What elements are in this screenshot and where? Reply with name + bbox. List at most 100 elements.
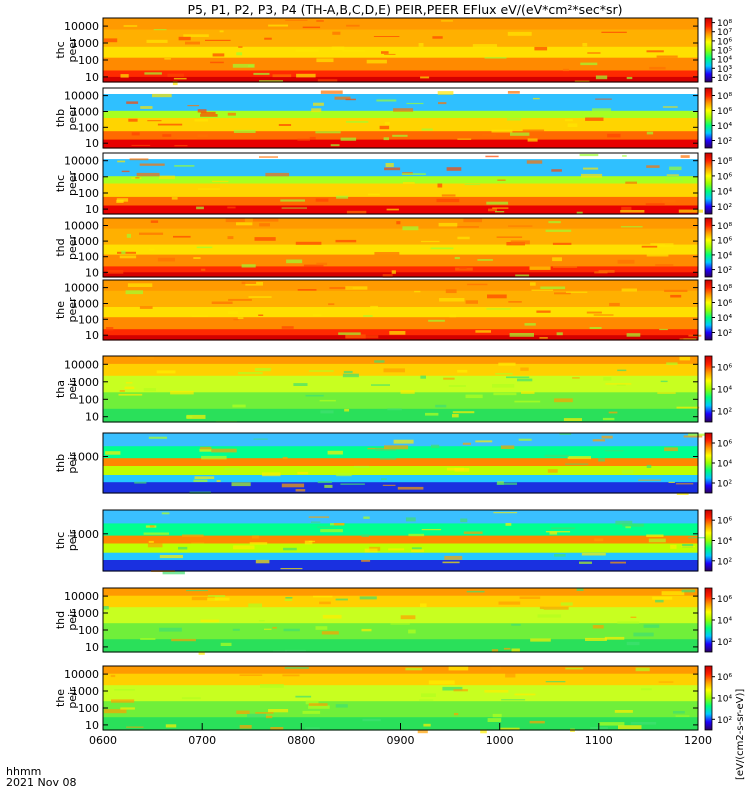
spectrogram-texture: [335, 239, 357, 243]
spectrogram-texture: [550, 527, 575, 529]
spectrogram-texture: [572, 377, 580, 379]
energy-band: [103, 228, 698, 246]
spectrogram-texture: [159, 555, 183, 559]
spectrogram-texture: [467, 283, 488, 286]
spectrogram-texture: [446, 467, 465, 471]
panel-probe-label: tha: [54, 380, 67, 398]
spectrogram-texture: [625, 181, 637, 184]
spectrogram-texture: [125, 290, 143, 295]
spectrogram-texture: [662, 199, 676, 203]
spectrogram-texture: [262, 472, 281, 477]
spectrogram-texture: [617, 369, 627, 372]
spectrogram-texture: [303, 264, 324, 267]
spectrogram-texture: [601, 31, 627, 33]
spectrogram-texture: [510, 132, 530, 136]
colorbar: [704, 152, 713, 215]
spectrogram-texture: [418, 43, 424, 47]
y-tick-label: 10: [85, 719, 99, 732]
panel-probe-label: thc: [54, 532, 67, 549]
spectrogram-texture: [420, 375, 426, 379]
colorbar-tick-label: 10⁴: [717, 537, 732, 547]
spectrogram-texture: [284, 649, 306, 652]
spectrogram-texture: [173, 77, 187, 80]
spectrogram-texture: [178, 546, 188, 550]
spectrogram-texture: [626, 333, 641, 337]
energy-band: [103, 29, 698, 48]
spectrogram-texture: [191, 596, 215, 601]
spectrogram-texture: [147, 543, 163, 548]
spectrogram-texture: [320, 529, 343, 533]
spectrogram-texture: [382, 484, 396, 486]
energy-band: [103, 254, 698, 267]
spectrogram-texture: [241, 264, 256, 268]
spectrogram-texture: [126, 233, 131, 238]
panel-species-label: peer: [66, 297, 79, 323]
spectrogram-texture: [255, 559, 270, 564]
spectrogram-texture: [520, 367, 529, 371]
energy-band: [103, 307, 698, 318]
spectrogram-texture: [626, 641, 640, 646]
spectrogram-texture: [506, 118, 521, 121]
spectrogram-texture: [581, 552, 606, 556]
spectrogram-texture: [439, 298, 465, 302]
spectrogram-texture: [313, 595, 333, 598]
spectrogram-texture: [317, 481, 332, 484]
spectrogram-texture: [297, 471, 309, 475]
spectrogram-texture: [376, 99, 397, 102]
spectrogram-texture: [200, 114, 218, 117]
spectrogram-texture: [443, 377, 455, 380]
spectrogram-texture: [579, 561, 592, 564]
spectrogram-texture: [454, 713, 459, 716]
spectrogram-texture: [345, 286, 368, 290]
spectrogram-texture: [336, 195, 349, 199]
panel-species-label: peir: [66, 609, 79, 631]
spectrogram-texture: [670, 294, 682, 298]
spectrogram-texture: [369, 361, 376, 363]
spectrogram-texture: [216, 480, 221, 482]
spectrogram-texture: [593, 314, 614, 316]
spectrogram-texture: [236, 52, 243, 56]
spectrogram-texture: [124, 386, 135, 389]
spectrogram-texture: [552, 257, 562, 262]
energy-band: [103, 57, 698, 72]
spectrogram-texture: [545, 531, 571, 533]
spectrogram-texture: [530, 638, 551, 642]
spectrogram-texture: [210, 61, 224, 64]
spectrogram-texture: [295, 695, 312, 698]
y-tick-label: 10000: [64, 220, 99, 233]
spectrogram-texture: [187, 105, 200, 107]
spectrogram-texture: [466, 590, 485, 593]
y-tick-label: 10000: [64, 20, 99, 33]
energy-band: [103, 535, 698, 545]
spectrogram-texture: [178, 36, 191, 41]
spectrogram-texture: [493, 392, 517, 396]
spectrogram-texture: [497, 179, 506, 181]
spectrogram-texture: [675, 715, 690, 717]
spectrogram-texture: [126, 726, 144, 728]
spectrogram-texture: [237, 317, 244, 319]
panel-species-label: peer: [66, 37, 79, 63]
spectrogram-texture: [379, 125, 390, 130]
spectrogram-texture: [598, 458, 605, 462]
y-tick-label: 100: [78, 54, 99, 67]
panel-thc-peer: 10 100 1000 10000 thc peer 10²10³10⁴10⁵10⁶10⁷1…: [54, 17, 732, 86]
spectrogram-texture: [143, 532, 169, 535]
colorbar-tick-label: 10⁷: [717, 28, 732, 38]
spectrogram-texture: [589, 327, 602, 329]
spectrogram-texture: [563, 418, 582, 421]
colorbar: [704, 432, 713, 494]
x-axis: 0600 0700 0800 0900 1000 1100 1200: [89, 723, 712, 747]
y-tick-label: 10: [85, 137, 99, 150]
spectrogram-texture: [650, 243, 674, 247]
colorbar-tick-label: 10⁶: [717, 237, 732, 247]
colorbar-tick-label: 10²: [717, 557, 732, 567]
spectrogram-texture: [123, 25, 138, 27]
spectrogram-texture: [537, 614, 562, 618]
spectrogram-texture: [207, 597, 230, 601]
spectrogram-texture: [524, 323, 536, 326]
spectrogram-texture: [131, 132, 140, 136]
spectrogram-texture: [103, 606, 109, 610]
spectrogram-texture: [621, 288, 637, 292]
spectrogram-texture: [545, 229, 572, 232]
spectrogram-texture: [515, 274, 530, 277]
